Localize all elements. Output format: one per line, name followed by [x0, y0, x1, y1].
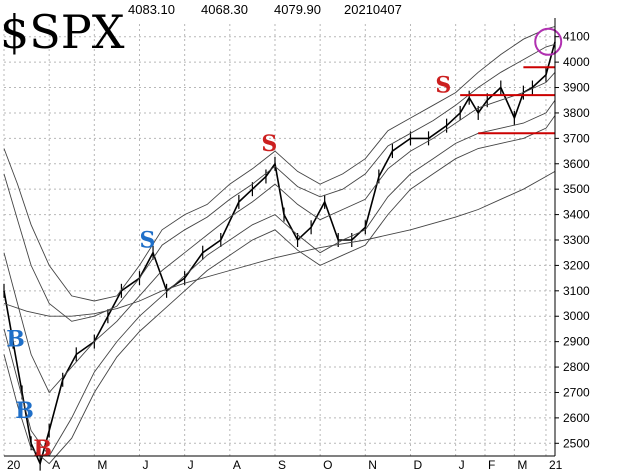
y-tick-label: 3600 [563, 157, 590, 171]
header-value-1: 4083.10 [128, 2, 175, 17]
header-value-2: 4068.30 [201, 2, 248, 17]
y-tick-label: 4100 [563, 30, 590, 44]
y-tick-label: 2800 [563, 360, 590, 374]
series-lower-band-outer [3, 115, 556, 465]
y-tick-label: 3300 [563, 233, 590, 247]
series-middle-band [3, 72, 556, 394]
x-tick-label: M [97, 458, 107, 471]
y-tick-label: 2500 [563, 436, 590, 450]
y-tick-label: 2700 [563, 385, 590, 399]
signal-label: S [261, 131, 277, 157]
chart-series [3, 26, 556, 471]
x-tick-label: A [233, 458, 241, 471]
y-axis: 2500 2600 2700 2800 2900 3000 3100 3200 3300 3400… [554, 18, 590, 456]
y-tick-label: 3100 [563, 284, 590, 298]
x-axis: 20 A M J J A S O N D J F M 21 [4, 455, 563, 471]
y-tick-label: 2900 [563, 335, 590, 349]
x-tick-label: J [142, 458, 148, 471]
x-tick-label: 21 [549, 458, 563, 471]
x-tick-label: S [278, 458, 286, 471]
y-tick-label: 3800 [563, 106, 590, 120]
x-tick-label: D [413, 458, 422, 471]
signal-label: S [435, 73, 451, 99]
y-tick-label: 3700 [563, 131, 590, 145]
x-tick-label: J [188, 458, 194, 471]
y-tick-label: 3200 [563, 258, 590, 272]
y-tick-label: 2600 [563, 411, 590, 425]
x-tick-label: O [323, 458, 332, 471]
x-tick-label: J [459, 458, 465, 471]
series-moving-average-200 [3, 171, 556, 317]
series-lower-band-inner [3, 99, 556, 457]
y-tick-label: 3500 [563, 182, 590, 196]
x-tick-label: M [517, 458, 527, 471]
x-tick-label: F [488, 458, 495, 471]
signal-label: B [6, 327, 25, 353]
x-tick-label: 20 [7, 458, 21, 471]
signal-label: B [15, 398, 34, 424]
highlight-circle [534, 27, 563, 56]
header-date: 20210407 [344, 2, 402, 17]
y-tick-label: 4000 [563, 55, 590, 69]
header-value-3: 4079.90 [274, 2, 321, 17]
signal-label: S [139, 228, 155, 254]
support-resistance-lines [460, 66, 555, 135]
x-tick-label: A [52, 458, 60, 471]
y-tick-label: 3400 [563, 208, 590, 222]
y-tick-label: 3000 [563, 309, 590, 323]
x-tick-label: N [368, 458, 377, 471]
series-upper-band-inner [3, 43, 556, 322]
y-tick-label: 3900 [563, 81, 590, 95]
series-upper-band-outer [3, 26, 556, 302]
chart-title: $SPX [0, 5, 125, 59]
signal-label: B [33, 436, 52, 462]
